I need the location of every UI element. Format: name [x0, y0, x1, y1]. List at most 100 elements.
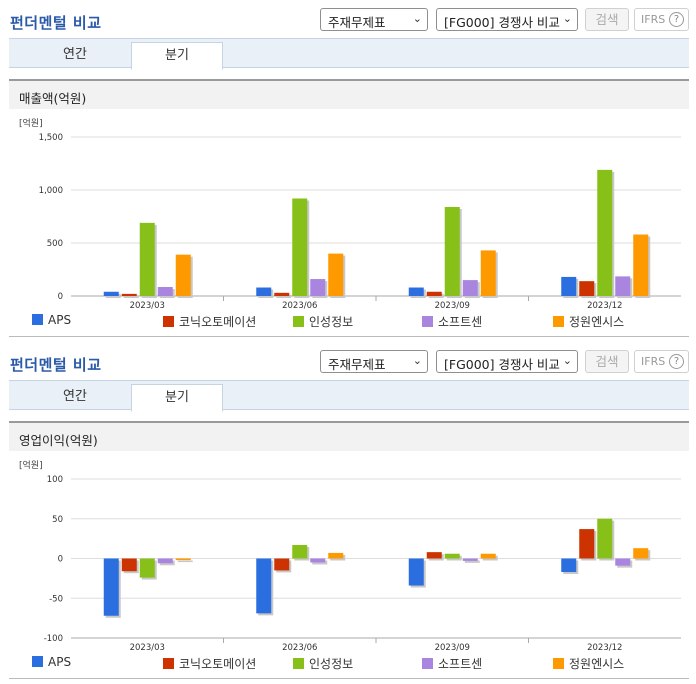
- search-button[interactable]: 검색: [585, 350, 629, 373]
- bar: [328, 253, 344, 296]
- tab-annual[interactable]: 연간: [63, 47, 87, 62]
- section-header: 펀더멘털 비교 주재무제표 ⌄ [FG000] 경쟁사 비교 ⌄ 검색 IFRS…: [0, 342, 696, 380]
- bar: [408, 558, 424, 586]
- x-tick-label: 2023/12: [587, 301, 622, 310]
- bar: [139, 222, 155, 296]
- chart-legend: APS 코닉오토메이션 인성정보 소프트센 정원엔시스: [9, 311, 689, 331]
- peer-group-value: [FG000] 경쟁사 비교: [444, 357, 560, 372]
- chevron-down-icon: ⌄: [412, 354, 422, 367]
- peer-group-value: [FG000] 경쟁사 비교: [444, 15, 560, 30]
- bar: [292, 544, 308, 559]
- bar: [561, 276, 577, 296]
- bar: [256, 558, 272, 614]
- y-tick-label: 500: [47, 239, 63, 249]
- bar: [426, 552, 442, 559]
- bar: [444, 206, 460, 296]
- search-button[interactable]: 검색: [585, 8, 629, 31]
- bar: [597, 518, 613, 559]
- bar-shadow: [123, 295, 139, 298]
- legend-swatch: [422, 658, 433, 669]
- tab-quarter[interactable]: 분기: [131, 42, 223, 70]
- bar: [121, 293, 137, 296]
- legend-item: 정원엔시스: [553, 313, 624, 330]
- bar-shadow: [177, 560, 193, 563]
- legend-swatch: [293, 316, 304, 327]
- bar: [426, 291, 442, 296]
- legend-swatch: [163, 316, 174, 327]
- legend-item: 인성정보: [293, 313, 353, 330]
- bar: [175, 558, 191, 561]
- section-title: 펀더멘털 비교: [10, 356, 102, 374]
- bar: [408, 287, 424, 296]
- chart-legend: APS 코닉오토메이션 인성정보 소프트센 정원엔시스: [9, 653, 689, 673]
- period-tabs: 연간 분기: [9, 38, 689, 70]
- bar: [597, 169, 613, 296]
- legend-item: APS: [32, 655, 71, 669]
- bar: [615, 276, 631, 296]
- x-tick-label: 2023/09: [435, 301, 470, 310]
- bar: [103, 558, 119, 616]
- operating-income-bar-chart: [억원] -100 -50 0 50 100 2023/03 2023/06 2023/09 2…: [19, 459, 681, 652]
- fundamental-section-revenue: 펀더멘털 비교 주재무제표 ⌄ [FG000] 경쟁사 비교 ⌄ 검색 IFRS…: [0, 0, 696, 337]
- period-tabs: 연간 분기: [9, 380, 689, 412]
- metric-title: 매출액(억원): [19, 91, 87, 106]
- legend-label: 정원엔시스: [569, 657, 625, 671]
- metric-title: 영업이익(억원): [19, 433, 98, 448]
- x-tick-label: 2023/03: [130, 301, 165, 310]
- bar: [274, 292, 290, 296]
- bar-shadow: [312, 560, 328, 565]
- y-tick-label: 100: [47, 475, 63, 485]
- section-divider: [9, 336, 689, 337]
- peer-group-select[interactable]: [FG000] 경쟁사 비교 ⌄: [436, 8, 578, 31]
- legend-swatch: [32, 656, 43, 667]
- x-tick-label: 2023/12: [587, 643, 622, 652]
- y-tick-label: -100: [44, 634, 63, 644]
- bar: [579, 281, 595, 296]
- legend-label: 인성정보: [309, 315, 354, 329]
- revenue-bar-chart: [억원] 0 500 1,000 1,500 2023/03 2023/06 2023/09…: [19, 117, 681, 310]
- legend-item: APS: [32, 313, 71, 327]
- legend-label: 코닉오토메이션: [179, 315, 257, 329]
- statement-type-select[interactable]: 주재무제표 ⌄: [320, 350, 428, 373]
- tab-quarter[interactable]: 분기: [131, 384, 223, 412]
- bar: [310, 558, 326, 563]
- tab-annual[interactable]: 연간: [63, 389, 87, 404]
- legend-label: 정원엔시스: [569, 315, 625, 329]
- legend-label: 소프트센: [438, 315, 483, 329]
- bar: [633, 548, 649, 559]
- metric-header: 매출액(억원): [9, 79, 689, 109]
- bar: [328, 552, 344, 559]
- bar-shadow: [464, 560, 480, 563]
- peer-group-select[interactable]: [FG000] 경쟁사 비교 ⌄: [436, 350, 578, 373]
- statement-type-select[interactable]: 주재무제표 ⌄: [320, 8, 428, 31]
- legend-swatch: [293, 658, 304, 669]
- chevron-down-icon: ⌄: [562, 12, 572, 25]
- legend-swatch: [553, 316, 564, 327]
- legend-swatch: [422, 316, 433, 327]
- unit-label: [억원]: [19, 459, 43, 471]
- legend-label: APS: [48, 313, 72, 327]
- legend-swatch: [32, 314, 43, 325]
- bar: [292, 198, 308, 296]
- ifrs-help-button[interactable]: IFRS ?: [634, 350, 689, 373]
- statement-type-value: 주재무제표: [328, 357, 386, 372]
- bar: [103, 291, 119, 296]
- metric-header: 영업이익(억원): [9, 421, 689, 451]
- bar: [157, 286, 173, 296]
- legend-swatch: [163, 658, 174, 669]
- bar: [121, 558, 137, 572]
- ifrs-help-button[interactable]: IFRS ?: [634, 8, 689, 31]
- bar: [462, 558, 478, 561]
- bar: [310, 279, 326, 296]
- bar: [256, 287, 272, 296]
- section-header: 펀더멘털 비교 주재무제표 ⌄ [FG000] 경쟁사 비교 ⌄ 검색 IFRS…: [0, 0, 696, 38]
- legend-label: 코닉오토메이션: [179, 657, 257, 671]
- y-tick-label: 50: [52, 515, 63, 525]
- ifrs-label: IFRS: [641, 13, 666, 26]
- legend-label: APS: [48, 655, 72, 669]
- section-divider: [9, 678, 689, 679]
- statement-type-value: 주재무제표: [328, 15, 386, 30]
- section-title: 펀더멘털 비교: [10, 14, 102, 32]
- legend-item: 소프트센: [422, 313, 482, 330]
- bar: [480, 250, 496, 296]
